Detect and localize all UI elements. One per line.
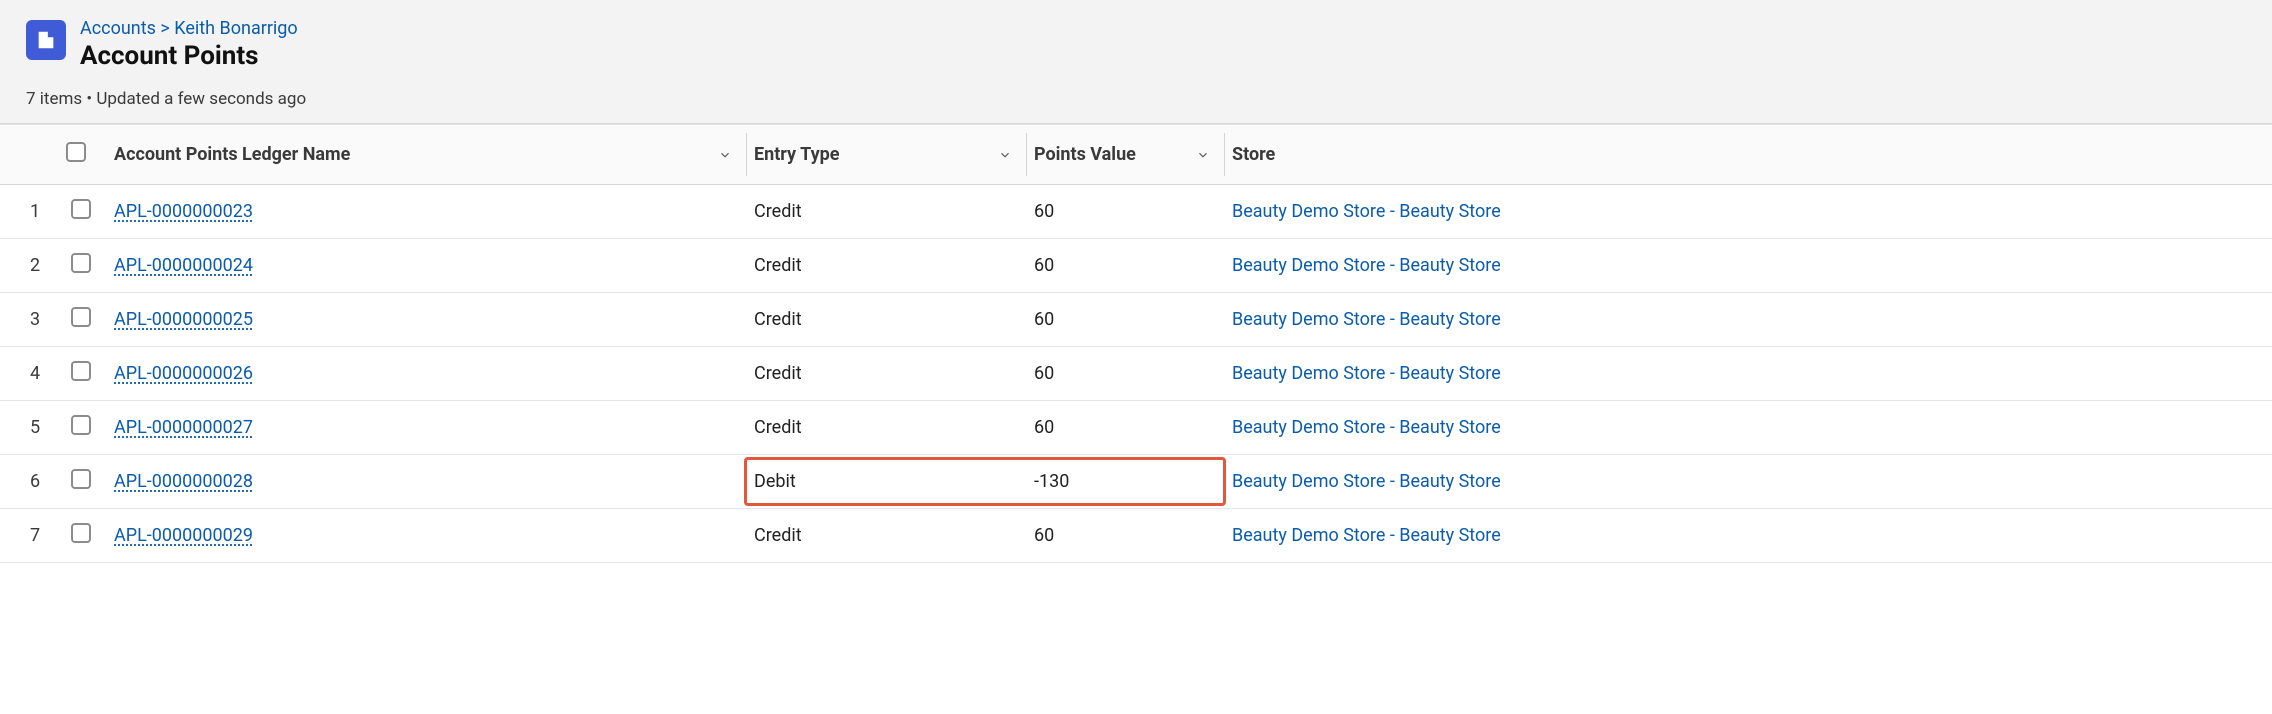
col-header-ledger-label: Account Points Ledger Name xyxy=(114,144,350,165)
ledger-cell: APL-0000000023 xyxy=(106,185,746,239)
row-number: 5 xyxy=(0,401,54,455)
points-value-cell: 60 xyxy=(1026,185,1224,239)
col-header-points-value[interactable]: Points Value xyxy=(1026,125,1224,185)
points-value-cell: -130 xyxy=(1026,455,1224,509)
data-table: Account Points Ledger Name Entry Type xyxy=(0,124,2272,563)
row-checkbox[interactable] xyxy=(71,199,91,219)
page-header: Accounts > Keith Bonarrigo Account Point… xyxy=(0,0,2272,124)
ledger-link[interactable]: APL-0000000028 xyxy=(114,471,253,492)
row-checkbox[interactable] xyxy=(71,469,91,489)
points-value-cell: 60 xyxy=(1026,347,1224,401)
select-all-checkbox[interactable] xyxy=(66,142,86,162)
row-checkbox-cell xyxy=(54,509,106,563)
header-top: Accounts > Keith Bonarrigo Account Point… xyxy=(26,18,2246,71)
table-row: 4 APL-0000000026 Credit 60 Beauty Demo S… xyxy=(0,347,2272,401)
row-checkbox-cell xyxy=(54,185,106,239)
table-row: 7 APL-0000000029 Credit 60 Beauty Demo S… xyxy=(0,509,2272,563)
list-meta: 7 items • Updated a few seconds ago xyxy=(26,89,2246,109)
store-link[interactable]: Beauty Demo Store - Beauty Store xyxy=(1232,309,1501,330)
store-cell: Beauty Demo Store - Beauty Store xyxy=(1224,239,2272,293)
entry-type-cell: Credit xyxy=(746,293,1026,347)
row-number: 4 xyxy=(0,347,54,401)
page-root: Accounts > Keith Bonarrigo Account Point… xyxy=(0,0,2272,563)
table-header: Account Points Ledger Name Entry Type xyxy=(0,125,2272,185)
breadcrumb-separator: > xyxy=(160,18,169,39)
entry-type-cell: Credit xyxy=(746,509,1026,563)
points-value-cell: 60 xyxy=(1026,509,1224,563)
chevron-down-icon[interactable] xyxy=(1194,146,1212,164)
table-row: 2 APL-0000000024 Credit 60 Beauty Demo S… xyxy=(0,239,2272,293)
breadcrumb-root-link[interactable]: Accounts xyxy=(80,18,156,39)
ledger-link[interactable]: APL-0000000027 xyxy=(114,417,253,438)
row-checkbox[interactable] xyxy=(71,361,91,381)
table-row: 6 APL-0000000028 Debit -130 Beauty Demo … xyxy=(0,455,2272,509)
row-checkbox-cell xyxy=(54,455,106,509)
store-link[interactable]: Beauty Demo Store - Beauty Store xyxy=(1232,201,1501,222)
ledger-cell: APL-0000000026 xyxy=(106,347,746,401)
store-link[interactable]: Beauty Demo Store - Beauty Store xyxy=(1232,363,1501,384)
row-checkbox[interactable] xyxy=(71,415,91,435)
points-value-cell: 60 xyxy=(1026,293,1224,347)
store-cell: Beauty Demo Store - Beauty Store xyxy=(1224,401,2272,455)
table-row: 1 APL-0000000023 Credit 60 Beauty Demo S… xyxy=(0,185,2272,239)
points-value-cell: 60 xyxy=(1026,239,1224,293)
entry-type-cell: Debit xyxy=(746,455,1026,509)
col-header-store[interactable]: Store xyxy=(1224,125,2272,185)
header-text: Accounts > Keith Bonarrigo Account Point… xyxy=(80,18,298,71)
table-body: 1 APL-0000000023 Credit 60 Beauty Demo S… xyxy=(0,185,2272,563)
row-checkbox-cell xyxy=(54,239,106,293)
ledger-cell: APL-0000000029 xyxy=(106,509,746,563)
ledger-cell: APL-0000000024 xyxy=(106,239,746,293)
building-icon xyxy=(35,29,57,51)
row-checkbox-cell xyxy=(54,401,106,455)
store-link[interactable]: Beauty Demo Store - Beauty Store xyxy=(1232,417,1501,438)
row-number: 7 xyxy=(0,509,54,563)
row-checkbox-cell xyxy=(54,347,106,401)
ledger-cell: APL-0000000028 xyxy=(106,455,746,509)
chevron-down-icon[interactable] xyxy=(716,146,734,164)
col-header-rownum xyxy=(0,125,54,185)
store-cell: Beauty Demo Store - Beauty Store xyxy=(1224,455,2272,509)
entry-type-cell: Credit xyxy=(746,239,1026,293)
breadcrumb: Accounts > Keith Bonarrigo xyxy=(80,18,298,39)
col-header-checkbox xyxy=(54,125,106,185)
row-number: 3 xyxy=(0,293,54,347)
ledger-link[interactable]: APL-0000000026 xyxy=(114,363,253,384)
entry-type-cell: Credit xyxy=(746,185,1026,239)
store-link[interactable]: Beauty Demo Store - Beauty Store xyxy=(1232,255,1501,276)
breadcrumb-current-link[interactable]: Keith Bonarrigo xyxy=(174,18,297,39)
col-header-ledger[interactable]: Account Points Ledger Name xyxy=(106,125,746,185)
row-checkbox-cell xyxy=(54,293,106,347)
row-checkbox[interactable] xyxy=(71,523,91,543)
ledger-cell: APL-0000000027 xyxy=(106,401,746,455)
row-checkbox[interactable] xyxy=(71,253,91,273)
store-link[interactable]: Beauty Demo Store - Beauty Store xyxy=(1232,471,1501,492)
entry-type-cell: Credit xyxy=(746,401,1026,455)
col-header-points-value-label: Points Value xyxy=(1034,144,1136,165)
row-number: 1 xyxy=(0,185,54,239)
table-row: 5 APL-0000000027 Credit 60 Beauty Demo S… xyxy=(0,401,2272,455)
col-header-entry-type[interactable]: Entry Type xyxy=(746,125,1026,185)
store-cell: Beauty Demo Store - Beauty Store xyxy=(1224,509,2272,563)
row-checkbox[interactable] xyxy=(71,307,91,327)
page-title: Account Points xyxy=(80,41,298,71)
entry-type-cell: Credit xyxy=(746,347,1026,401)
ledger-link[interactable]: APL-0000000024 xyxy=(114,255,253,276)
store-cell: Beauty Demo Store - Beauty Store xyxy=(1224,293,2272,347)
row-number: 6 xyxy=(0,455,54,509)
store-link[interactable]: Beauty Demo Store - Beauty Store xyxy=(1232,525,1501,546)
store-cell: Beauty Demo Store - Beauty Store xyxy=(1224,347,2272,401)
ledger-link[interactable]: APL-0000000029 xyxy=(114,525,253,546)
ledger-link[interactable]: APL-0000000023 xyxy=(114,201,253,222)
ledger-cell: APL-0000000025 xyxy=(106,293,746,347)
col-header-entry-type-label: Entry Type xyxy=(754,144,840,165)
object-icon xyxy=(26,20,66,60)
table-row: 3 APL-0000000025 Credit 60 Beauty Demo S… xyxy=(0,293,2272,347)
col-header-store-label: Store xyxy=(1232,144,1275,165)
row-number: 2 xyxy=(0,239,54,293)
store-cell: Beauty Demo Store - Beauty Store xyxy=(1224,185,2272,239)
chevron-down-icon[interactable] xyxy=(996,146,1014,164)
points-value-cell: 60 xyxy=(1026,401,1224,455)
ledger-link[interactable]: APL-0000000025 xyxy=(114,309,253,330)
